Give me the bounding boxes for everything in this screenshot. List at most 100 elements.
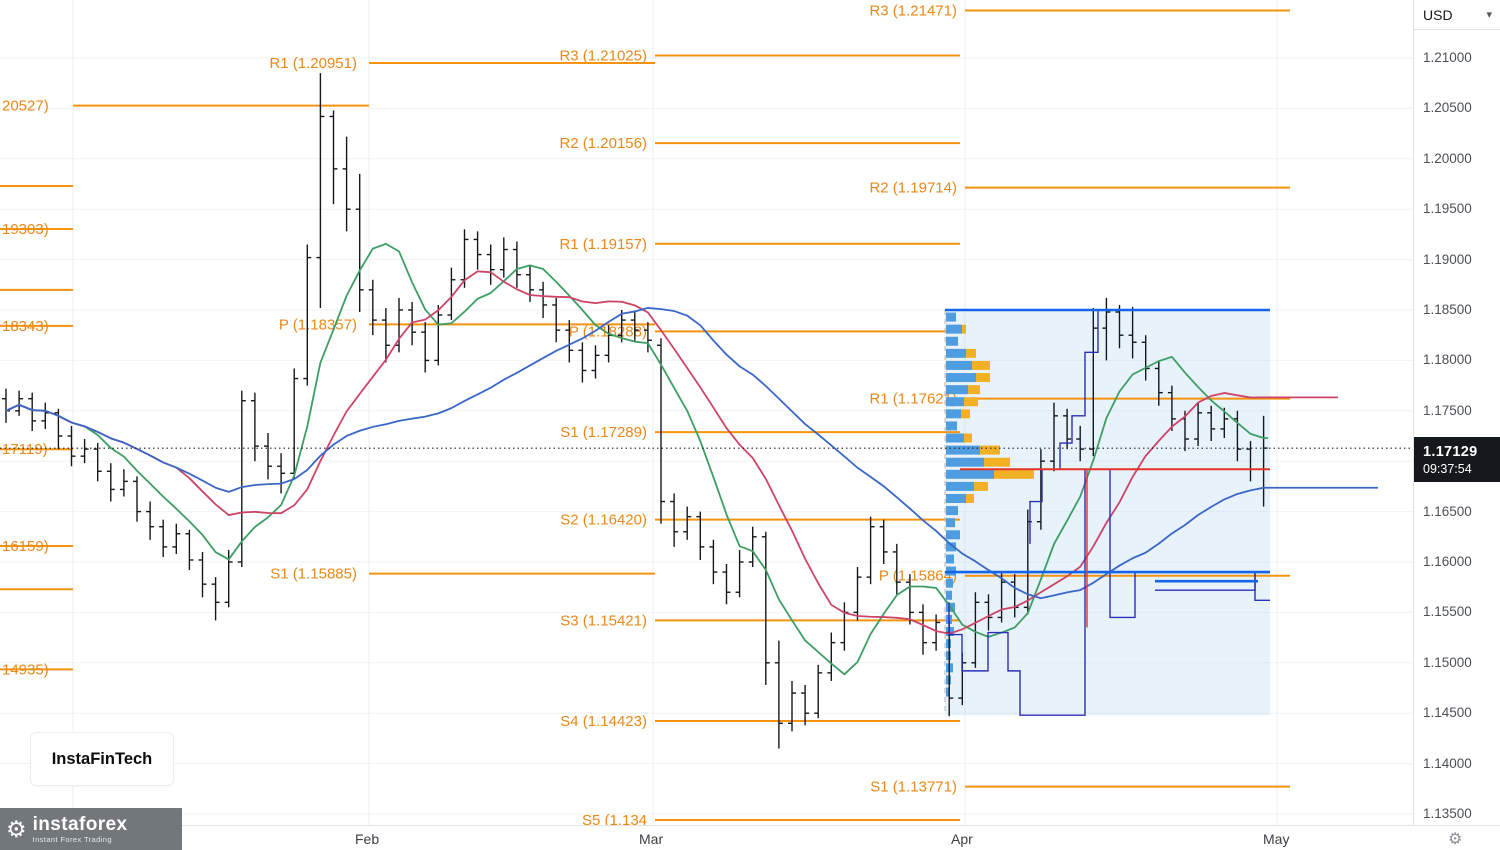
- instafintech-text: InstaFinTech: [51, 749, 153, 768]
- pivot-label: 14935): [2, 661, 49, 678]
- pivot-label: R3 (1.21025): [559, 47, 647, 64]
- pivot-label: S4 (1.14423): [560, 713, 647, 730]
- volume-profile-bar-blue: [946, 324, 962, 334]
- time-axis[interactable]: Feb Mar Apr May ⚙: [0, 825, 1500, 850]
- volume-profile-bar-blue: [946, 409, 961, 419]
- current-price-badge: 1.17129 09:37:54: [1414, 437, 1500, 483]
- instaforex-tagline: Instant Forex Trading: [32, 834, 112, 844]
- pivot-label: P (1.18357): [279, 316, 357, 333]
- ma-line-slow: [5, 307, 1378, 600]
- pivot-label: R1 (1.17621): [869, 391, 957, 408]
- price-tick-label: 1.15000: [1423, 654, 1472, 670]
- price-tick-label: 1.20500: [1423, 100, 1472, 116]
- current-price: 1.17129: [1423, 443, 1478, 460]
- price-chart-canvas[interactable]: R3 (1.21471) R3 (1.21025) R1 (1.20951) 2052…: [0, 0, 1413, 829]
- price-tick-label: 1.20000: [1423, 150, 1472, 166]
- volume-profile-bar-blue: [946, 506, 958, 516]
- pivot-label: R1 (1.20951): [269, 55, 357, 72]
- volume-profile-bar-blue: [946, 336, 958, 346]
- pivot-label: R2 (1.20156): [559, 135, 647, 152]
- volume-profile-bar-yellow: [966, 348, 976, 358]
- volume-profile-bar-yellow: [968, 385, 980, 395]
- volume-profile-bar-yellow: [994, 469, 1034, 479]
- time-axis-month-mar: Mar: [639, 831, 664, 847]
- step-structure-line: [1029, 309, 1130, 544]
- currency-selector-value: USD: [1423, 6, 1453, 23]
- price-tick-label: 1.19500: [1423, 201, 1472, 217]
- pivot-label: S2 (1.16420): [560, 512, 647, 529]
- countdown-timer: 09:37:54: [1423, 461, 1472, 476]
- price-tick-label: 1.17500: [1423, 402, 1472, 418]
- pivot-label: 18343): [2, 318, 49, 335]
- step-structure-line: [1155, 572, 1256, 591]
- volume-profile-bar-blue: [946, 578, 953, 588]
- volume-profile-bar-blue: [946, 554, 954, 564]
- volume-profile-bar-blue: [946, 445, 980, 455]
- volume-profile-bar-yellow: [962, 324, 966, 334]
- volume-profile-bar-blue: [946, 385, 968, 395]
- price-tick-label: 1.21000: [1423, 50, 1472, 65]
- volume-profile-bar-blue: [946, 687, 950, 697]
- volume-profile-bar-blue: [946, 360, 972, 370]
- settings-gear-icon[interactable]: ⚙: [1448, 831, 1463, 848]
- time-axis-month-apr: Apr: [951, 831, 973, 847]
- price-axis[interactable]: USD ▾ 1.21000 1.20500 1.20000 1.19500 1.1900…: [1413, 0, 1500, 825]
- chevron-down-icon: ▾: [1486, 9, 1492, 21]
- price-tick-label: 1.13500: [1423, 806, 1472, 821]
- volume-profile-bar-blue: [946, 518, 955, 528]
- instafintech-watermark: InstaFinTech: [30, 732, 174, 786]
- volume-profile-bar-blue: [946, 469, 994, 479]
- volume-profile-bar-yellow: [984, 457, 1010, 467]
- instaforex-logo: ⚙ instaforex Instant Forex Trading: [0, 808, 182, 850]
- pivot-label: S5 (1.134: [582, 812, 647, 825]
- pivot-label: P (1.15864): [879, 568, 957, 585]
- volume-profile-bar-blue: [946, 433, 964, 443]
- gridlines: [0, 0, 1413, 825]
- pivot-label: 19303): [2, 221, 49, 238]
- volume-profile-bar-blue: [946, 530, 960, 540]
- volume-profile-bar-blue: [946, 421, 957, 431]
- pivot-label: R1 (1.19157): [559, 236, 647, 253]
- pivot-label: S3 (1.15421): [560, 612, 647, 629]
- price-tick-label: 1.14000: [1423, 755, 1472, 771]
- volume-profile-bar-blue: [946, 481, 974, 491]
- price-tick-label: 1.14500: [1423, 705, 1472, 721]
- pivot-label: S1 (1.13771): [870, 779, 957, 796]
- pivot-label: S1 (1.15885): [270, 566, 357, 583]
- price-tick-label: 1.16000: [1423, 554, 1472, 569]
- pivot-label: 17119): [2, 441, 48, 458]
- price-tick-label: 1.16500: [1423, 503, 1472, 519]
- volume-profile-bar-yellow: [972, 360, 990, 370]
- price-tick-label: 1.18500: [1423, 302, 1472, 317]
- volume-profile-bar-blue: [946, 542, 956, 552]
- time-axis-month-feb: Feb: [355, 831, 380, 847]
- volume-profile-bar-yellow: [964, 433, 972, 443]
- price-bars: [2, 73, 1268, 749]
- volume-profile-bar-blue: [946, 397, 964, 407]
- currency-selector[interactable]: USD ▾: [1414, 0, 1500, 30]
- pivot-levels: R3 (1.21471) R3 (1.21025) R1 (1.20951) 2052…: [0, 3, 1290, 829]
- ma-line-fast: [5, 243, 1268, 676]
- volume-profile-bar-yellow: [966, 493, 974, 503]
- highlight-zone: [945, 310, 1270, 716]
- pivot-label: 20527): [2, 98, 49, 115]
- instaforex-gear-icon: ⚙: [6, 815, 27, 842]
- volume-profile-bar-blue: [946, 457, 984, 467]
- volume-profile-bar-blue: [946, 627, 954, 637]
- volume-profile-bar-blue: [946, 312, 956, 322]
- price-tick-label: 1.19000: [1423, 251, 1472, 267]
- volume-profile-bar-yellow: [961, 409, 970, 419]
- pivot-label: R2 (1.19714): [869, 180, 957, 197]
- chart-svg[interactable]: R3 (1.21471) R3 (1.21025) R1 (1.20951) 2052…: [0, 0, 1413, 829]
- time-axis-month-may: May: [1263, 831, 1290, 847]
- volume-profile: [946, 312, 1034, 697]
- volume-profile-bar-blue: [946, 590, 952, 600]
- pivot-label: R3 (1.21471): [869, 3, 957, 20]
- volume-profile-bar-yellow: [976, 373, 990, 383]
- instaforex-wordmark: instaforex: [32, 813, 128, 835]
- price-tick-label: 1.18000: [1423, 352, 1472, 368]
- volume-profile-bar-blue: [946, 493, 966, 503]
- volume-profile-bar-blue: [946, 373, 976, 383]
- volume-profile-bar-yellow: [974, 481, 988, 491]
